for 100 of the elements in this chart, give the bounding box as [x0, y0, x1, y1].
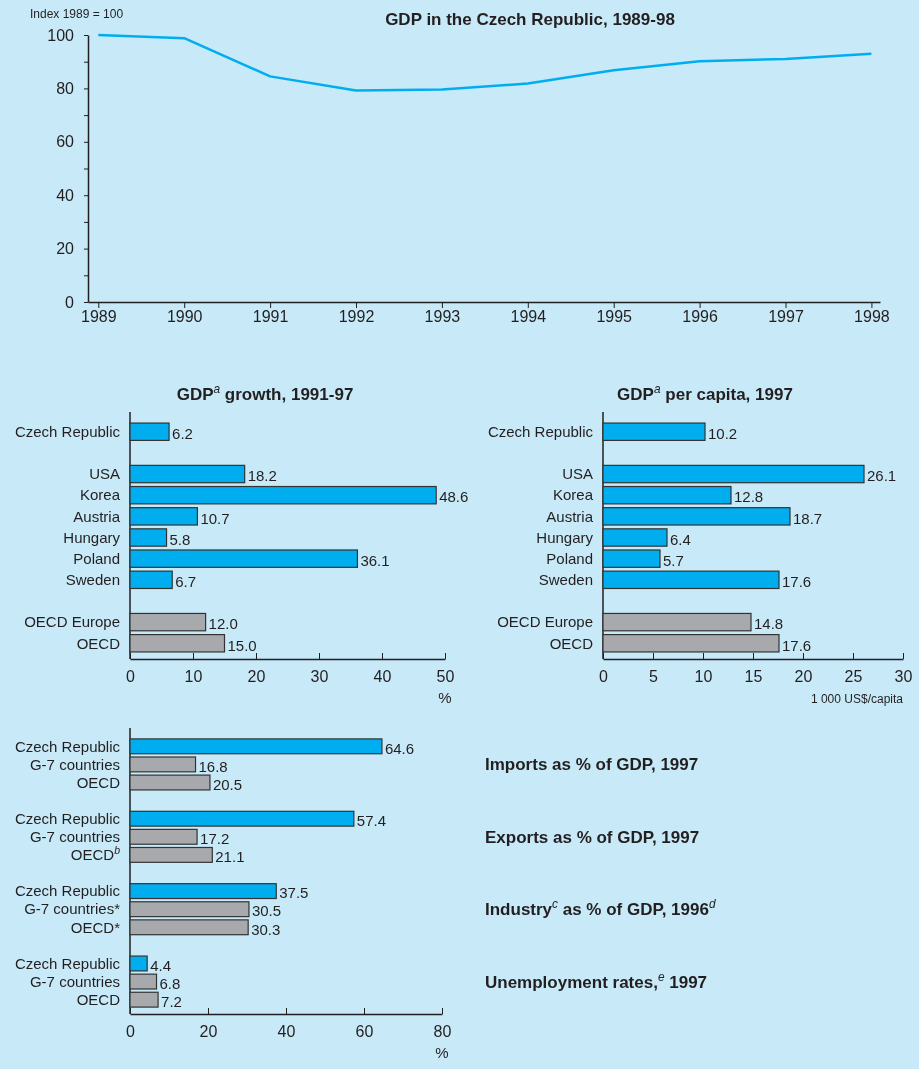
bar	[129, 612, 207, 632]
y-tick-label: 60	[56, 133, 75, 151]
x-tick-label: 15	[744, 668, 763, 686]
y-tick-label: Czech Republic	[14, 954, 121, 972]
y-tick-label: Korea	[552, 486, 594, 504]
bar	[129, 549, 359, 568]
x-tick-label: 20	[794, 668, 813, 686]
x-axis-title: %	[435, 1044, 449, 1061]
chart-title: GDP$^{a}$ growth, 1991-97	[176, 382, 354, 404]
x-tick-label: 20	[199, 1023, 218, 1041]
bar	[129, 919, 249, 936]
bar	[129, 973, 158, 990]
line-series	[97, 33, 873, 92]
data-label: 64.6	[384, 739, 415, 757]
y-tick-label: USA	[89, 465, 120, 483]
x-tick-label: 60	[355, 1023, 374, 1041]
data-label: 14.8	[754, 615, 784, 633]
bar	[129, 570, 173, 590]
bar	[602, 422, 706, 441]
x-tick-label: 0	[126, 1023, 136, 1041]
y-tick-label: Austria	[546, 507, 594, 525]
data-label: 5.8	[169, 530, 191, 548]
data-label: 6.8	[159, 974, 181, 992]
x-tick-label: 25	[844, 668, 863, 686]
bar	[129, 810, 355, 827]
bar	[602, 507, 791, 526]
y-tick-label: 80	[56, 80, 75, 98]
x-tick-label: 1996	[682, 308, 719, 326]
x-tick-label: 1990	[166, 308, 203, 326]
y-tick-label: Sweden	[538, 571, 593, 589]
y-tick-label: OECD	[76, 773, 121, 791]
x-tick-label: 1995	[596, 308, 633, 326]
y-tick-label: Czech Republic	[14, 737, 121, 755]
x-tick-label: 1998	[854, 308, 890, 326]
bar	[129, 528, 168, 547]
data-label: 10.2	[708, 424, 738, 442]
text: Unemployment rates,$^{e}$ 1997	[485, 969, 708, 992]
data-label: 10.7	[200, 509, 230, 527]
bar	[129, 774, 211, 791]
bar	[129, 507, 199, 526]
text: Industry$^{c}$ as % of GDP, 1996$^{d}$	[485, 897, 716, 920]
y-tick-label: Czech Republic	[487, 422, 594, 440]
data-label: 16.8	[198, 757, 228, 775]
bar	[129, 846, 213, 863]
data-label: 6.7	[175, 573, 197, 591]
y-tick-label: Austria	[73, 507, 121, 525]
y-tick-label: Korea	[79, 486, 121, 504]
data-label: 17.6	[782, 573, 812, 591]
data-label: 12.8	[734, 488, 764, 506]
data-label: 30.3	[251, 920, 281, 938]
y-tick-label: Hungary	[63, 528, 121, 546]
x-tick-label: 0	[126, 668, 136, 686]
y-tick-label: OECD Europe	[24, 613, 120, 631]
text: Imports as % of GDP, 1997	[485, 755, 699, 775]
x-axis-title: 1 000 US$/capita	[810, 692, 904, 706]
bar	[129, 828, 198, 845]
data-label: 21.1	[215, 848, 245, 866]
y-tick-label: Czech Republic	[14, 882, 121, 900]
data-label: 26.1	[867, 467, 897, 485]
x-tick-label: 1993	[424, 308, 461, 326]
data-label: 4.4	[150, 956, 172, 974]
y-tick-label: 20	[56, 240, 75, 258]
x-tick-label: 0	[599, 668, 609, 686]
bar	[602, 612, 752, 632]
bar	[602, 549, 661, 568]
bar	[602, 528, 668, 547]
y-tick-label: OECD*	[70, 918, 121, 936]
data-label: 17.6	[782, 636, 812, 654]
chart-title: GDP$^{a}$ per capita, 1997	[617, 382, 793, 404]
bar	[602, 634, 780, 653]
x-tick-label: 80	[433, 1023, 452, 1041]
y-tick-label: OECD$^{b}$	[70, 844, 121, 864]
x-tick-label: 50	[436, 668, 455, 686]
y-tick-label: G-7 countries*	[24, 900, 121, 918]
x-tick-label: 1997	[768, 308, 804, 326]
bar	[129, 738, 383, 755]
data-label: 37.5	[279, 884, 309, 902]
data-label: 15.0	[227, 636, 257, 654]
data-label: 6.2	[172, 424, 193, 442]
y-tick-label: G-7 countries	[29, 972, 120, 990]
data-label: 7.2	[161, 992, 182, 1010]
bar	[129, 485, 437, 505]
bar	[129, 422, 170, 441]
bar	[129, 991, 159, 1008]
bar	[602, 485, 732, 505]
y-tick-label: OECD Europe	[497, 613, 593, 631]
y-tick-label: Poland	[546, 549, 593, 567]
y-tick-label: 0	[65, 293, 75, 311]
data-label: 12.0	[208, 615, 238, 633]
y-tick-label: G-7 countries	[29, 828, 120, 846]
x-tick-label: 10	[184, 668, 203, 686]
data-label: 5.7	[663, 551, 684, 569]
data-label: 57.4	[356, 811, 387, 829]
bar	[602, 464, 865, 484]
x-tick-label: 40	[373, 668, 392, 686]
data-label: 36.1	[360, 551, 390, 569]
x-tick-label: 5	[649, 668, 659, 686]
y-tick-label: 100	[47, 26, 75, 44]
x-tick-label: 20	[247, 668, 266, 686]
bar	[129, 464, 246, 484]
